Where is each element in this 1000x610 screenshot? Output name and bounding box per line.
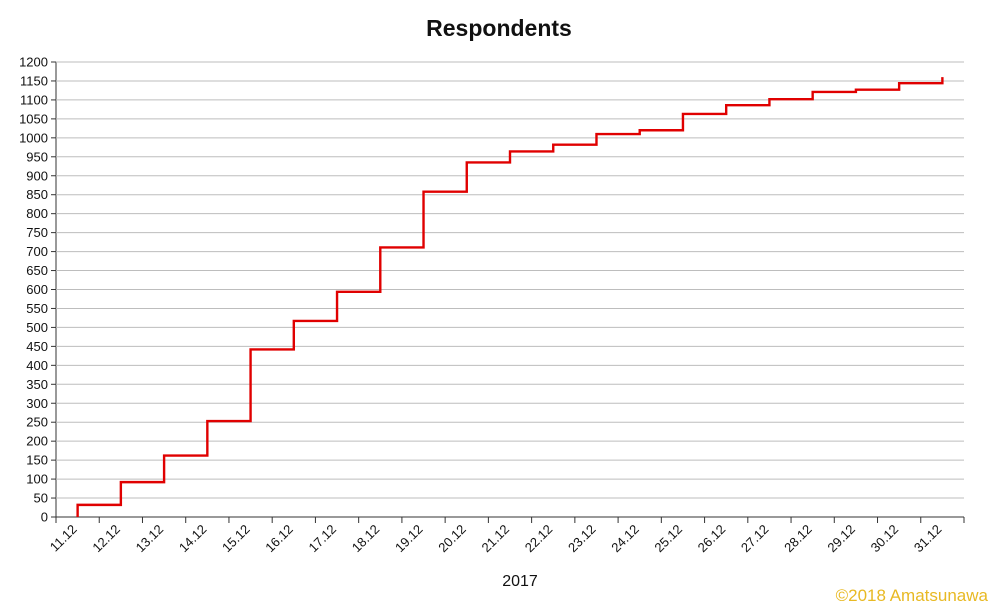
y-tick-label: 900 bbox=[26, 168, 48, 183]
x-tick-label: 20.12 bbox=[435, 522, 469, 556]
x-tick-label: 13.12 bbox=[133, 522, 167, 556]
x-tick-label: 21.12 bbox=[479, 522, 513, 556]
x-axis-label: 2017 bbox=[502, 573, 538, 590]
y-tick-label: 0 bbox=[41, 510, 48, 525]
x-axis: 11.12 12.12 13.12 14.12 15.12 16.12 17.12 18.12… bbox=[47, 517, 965, 556]
x-tick-label: 14.12 bbox=[176, 522, 210, 556]
series bbox=[76, 77, 944, 517]
x-tick-label: 28.12 bbox=[781, 522, 815, 556]
y-tick-label: 1150 bbox=[20, 73, 48, 88]
x-tick-label: 26.12 bbox=[695, 522, 729, 556]
y-tick-label: 600 bbox=[26, 282, 48, 297]
y-tick-label: 250 bbox=[26, 415, 48, 430]
x-tick-label: 17.12 bbox=[306, 522, 340, 556]
y-tick-label: 200 bbox=[26, 434, 48, 449]
y-tick-label: 850 bbox=[26, 187, 48, 202]
x-tick-label: 24.12 bbox=[608, 522, 642, 556]
x-tick-label: 19.12 bbox=[392, 522, 426, 556]
x-tick-label: 29.12 bbox=[824, 522, 858, 556]
x-tick-label: 30.12 bbox=[868, 522, 902, 556]
y-tick-label: 700 bbox=[26, 244, 48, 259]
y-tick-label: 950 bbox=[26, 149, 48, 164]
y-tick-label: 50 bbox=[34, 491, 48, 506]
chart-title: Respondents bbox=[426, 15, 572, 41]
y-tick-label: 550 bbox=[26, 301, 48, 316]
y-tick-label: 1050 bbox=[19, 111, 48, 126]
y-tick-label: 1100 bbox=[20, 92, 48, 107]
y-tick-label: 100 bbox=[26, 472, 48, 487]
series-line bbox=[76, 77, 944, 517]
y-tick-label: 500 bbox=[26, 320, 48, 335]
y-tick-label: 800 bbox=[26, 206, 48, 221]
x-tick-label: 15.12 bbox=[219, 522, 253, 556]
y-tick-label: 350 bbox=[26, 377, 48, 392]
y-tick-label: 1000 bbox=[19, 130, 48, 145]
x-tick-label: 11.12 bbox=[47, 522, 80, 555]
y-tick-label: 750 bbox=[26, 225, 48, 240]
y-tick-label: 400 bbox=[26, 358, 48, 373]
x-tick-label: 12.12 bbox=[89, 522, 123, 556]
x-tick-label: 22.12 bbox=[522, 522, 556, 556]
y-tick-label: 450 bbox=[26, 339, 48, 354]
x-tick-label: 25.12 bbox=[651, 522, 685, 556]
x-tick-label: 23.12 bbox=[565, 522, 599, 556]
y-axis: 0 50 100 150 200 250 300 350 400 450 500 550 600 650 7… bbox=[19, 55, 56, 525]
y-tick-label: 650 bbox=[26, 263, 48, 278]
copyright-credit: ©2018 Amatsunawa bbox=[835, 586, 988, 605]
grid bbox=[55, 61, 964, 518]
x-tick-label: 16.12 bbox=[262, 522, 296, 556]
y-tick-label: 150 bbox=[26, 453, 48, 468]
y-tick-label: 300 bbox=[26, 396, 48, 411]
x-tick-label: 18.12 bbox=[349, 522, 383, 556]
x-tick-label: 27.12 bbox=[738, 522, 772, 556]
x-tick-label: 31.12 bbox=[911, 522, 945, 556]
y-tick-label: 1200 bbox=[19, 55, 48, 70]
